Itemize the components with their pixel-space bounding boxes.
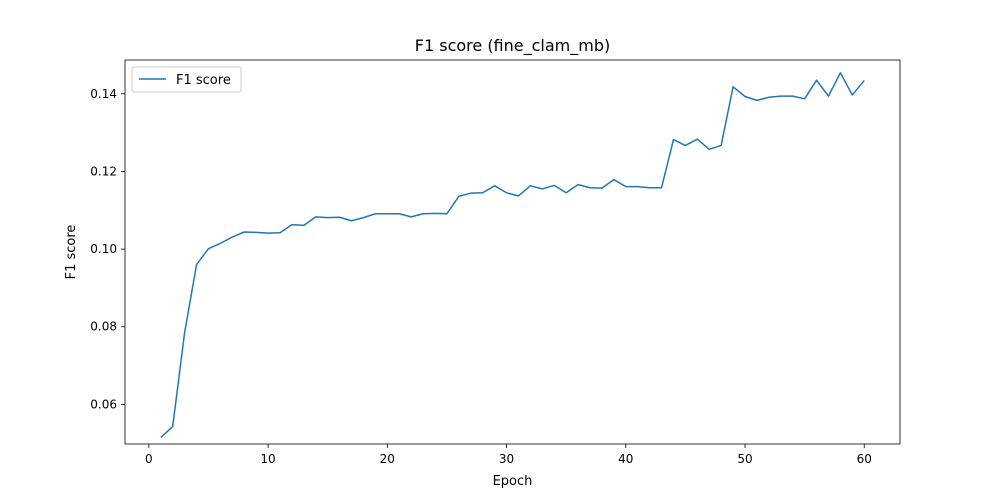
y-tick-label: 0.10 xyxy=(90,242,117,256)
x-axis-label: Epoch xyxy=(493,474,533,489)
x-tick-label: 60 xyxy=(857,452,872,466)
x-tick-label: 30 xyxy=(499,452,514,466)
plot-area xyxy=(125,60,900,444)
x-tick-label: 0 xyxy=(145,452,153,466)
legend-box xyxy=(131,66,242,93)
x-axis-ticks: 0 10 20 30 40 50 60 xyxy=(145,444,872,466)
y-axis-ticks: 0.06 0.08 0.10 0.12 0.14 xyxy=(90,87,125,411)
y-tick-label: 0.08 xyxy=(90,320,117,334)
f1-score-line xyxy=(160,72,865,438)
legend-label: F1 score xyxy=(176,73,231,88)
y-tick-label: 0.14 xyxy=(90,87,117,101)
x-tick-label: 20 xyxy=(380,452,395,466)
legend: F1 score xyxy=(131,66,242,93)
plot-frame xyxy=(124,59,901,445)
x-tick-label: 10 xyxy=(260,452,275,466)
x-tick-label: 50 xyxy=(737,452,752,466)
y-tick-label: 0.06 xyxy=(90,397,117,411)
x-tick-label: 40 xyxy=(618,452,633,466)
chart-title: F1 score (fine_clam_mb) xyxy=(415,36,610,56)
y-axis-label: F1 score xyxy=(64,225,79,280)
y-tick-label: 0.12 xyxy=(90,164,117,178)
